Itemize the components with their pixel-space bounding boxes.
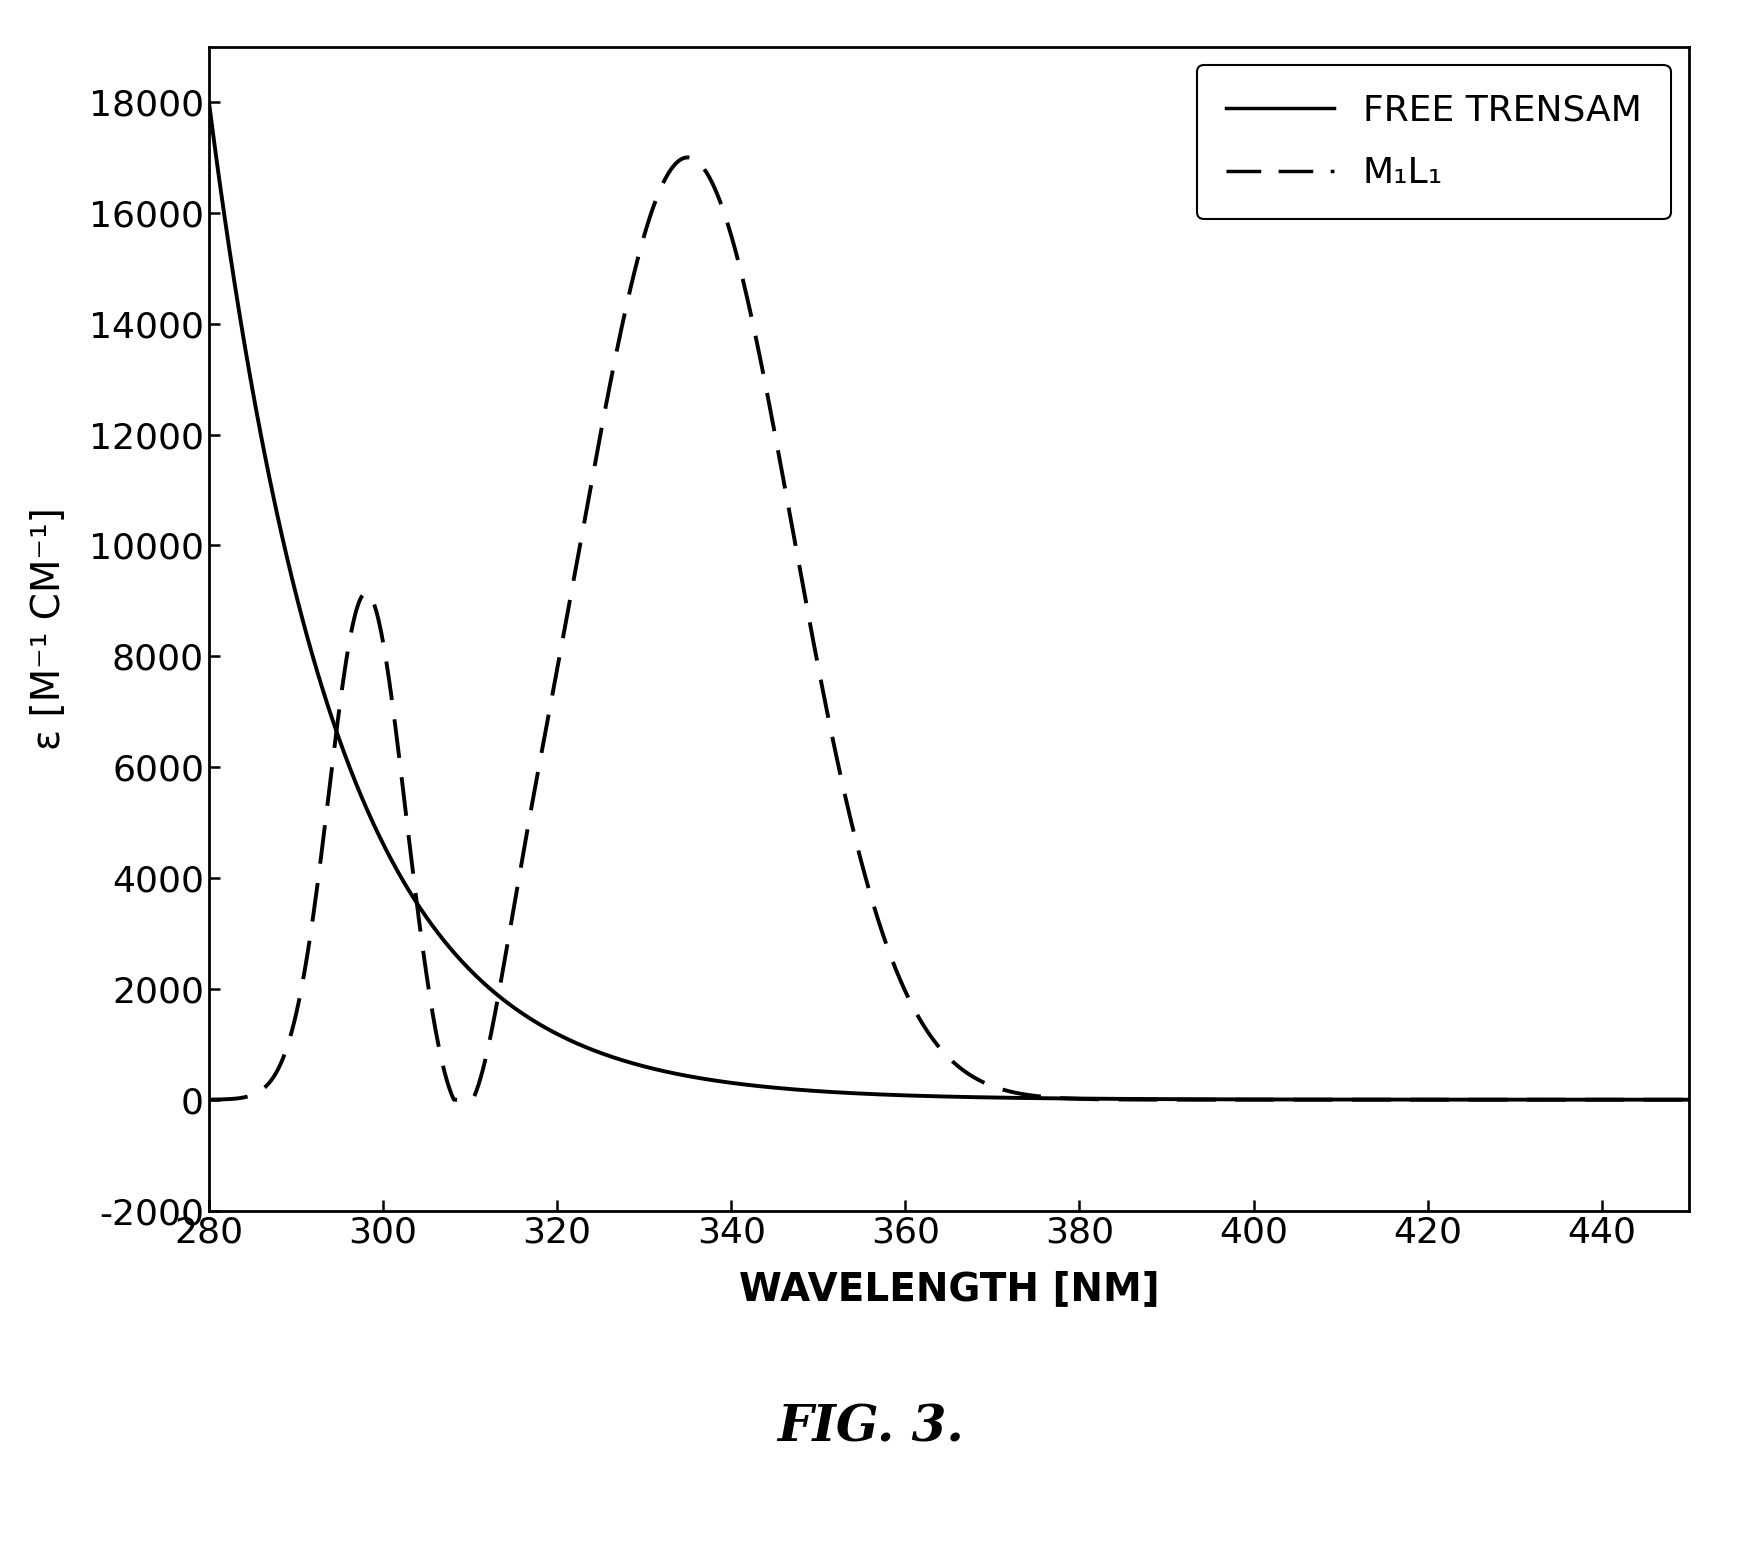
M₁L₁ <box>1678 1091 1699 1110</box>
FREE TRENSAM <box>879 1085 900 1103</box>
Line: FREE TRENSAM: FREE TRENSAM <box>209 102 1689 1100</box>
M₁L₁ <box>1637 1091 1657 1110</box>
FREE TRENSAM <box>198 93 219 112</box>
FREE TRENSAM <box>918 1086 938 1105</box>
M₁L₁ <box>919 1026 940 1044</box>
Text: FIG. 3.: FIG. 3. <box>776 1403 965 1453</box>
FREE TRENSAM <box>1635 1091 1656 1110</box>
FREE TRENSAM <box>1678 1091 1699 1110</box>
M₁L₁ <box>198 1091 219 1110</box>
M₁L₁ <box>444 1091 465 1110</box>
M₁L₁ <box>1637 1091 1657 1110</box>
X-axis label: WAVELENGTH [NM]: WAVELENGTH [NM] <box>738 1270 1160 1308</box>
Line: M₁L₁: M₁L₁ <box>209 157 1689 1100</box>
FREE TRENSAM <box>1363 1090 1384 1108</box>
M₁L₁ <box>881 947 902 965</box>
M₁L₁ <box>1365 1091 1386 1110</box>
Legend: FREE TRENSAM, M₁L₁: FREE TRENSAM, M₁L₁ <box>1196 65 1671 219</box>
FREE TRENSAM <box>273 537 294 556</box>
FREE TRENSAM <box>1635 1091 1656 1110</box>
M₁L₁ <box>273 1046 294 1065</box>
M₁L₁ <box>677 147 698 166</box>
Y-axis label: ε [M⁻¹ CM⁻¹]: ε [M⁻¹ CM⁻¹] <box>30 508 68 750</box>
